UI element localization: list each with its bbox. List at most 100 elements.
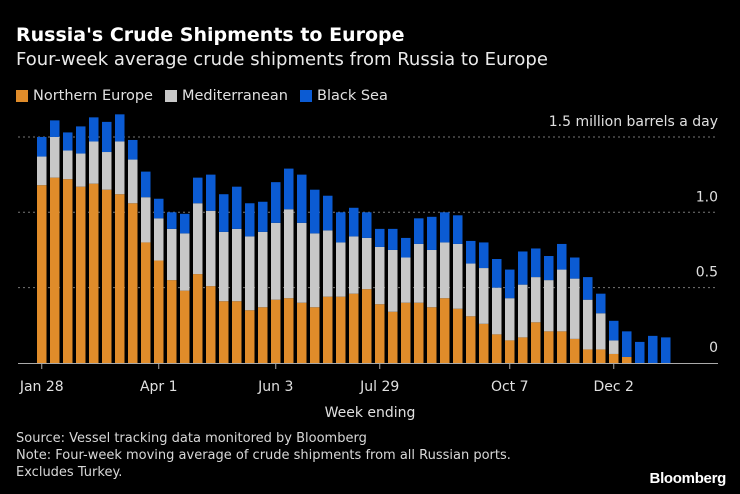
bar-segment-northern-europe: [544, 331, 554, 363]
bar-segment-black-sea: [50, 120, 60, 137]
x-tick-label: Jun 3: [257, 379, 293, 395]
bar-segment-northern-europe: [336, 296, 346, 363]
bar-segment-northern-europe: [479, 323, 489, 363]
bar-segment-northern-europe: [63, 179, 73, 363]
bar-segment-northern-europe: [440, 298, 450, 363]
bar-segment-mediterranean: [76, 153, 86, 187]
bar-segment-mediterranean: [440, 242, 450, 299]
bar-segment-northern-europe: [50, 177, 60, 363]
legend-label: Black Sea: [317, 88, 388, 104]
bar-segment-black-sea: [544, 256, 554, 281]
bar-segment-black-sea: [635, 341, 645, 363]
bar-segment-black-sea: [557, 243, 567, 270]
bar-segment-black-sea: [63, 132, 73, 151]
bar-segment-mediterranean: [323, 230, 333, 297]
bar-segment-northern-europe: [206, 286, 216, 363]
x-tick-label: Jan 28: [19, 379, 64, 395]
bar-segment-northern-europe: [245, 310, 255, 363]
bar-segment-northern-europe: [427, 307, 437, 363]
bar-segment-northern-europe: [102, 189, 112, 363]
bar-segment-black-sea: [271, 182, 281, 223]
bar-segment-mediterranean: [180, 233, 190, 291]
bar-segment-black-sea: [479, 242, 489, 269]
bar-segment-mediterranean: [375, 246, 385, 305]
bar-segment-northern-europe: [622, 356, 632, 363]
bar-segment-northern-europe: [323, 296, 333, 363]
bar-segment-black-sea: [414, 218, 424, 244]
bar-segment-black-sea: [492, 259, 502, 288]
bar-segment-mediterranean: [245, 236, 255, 311]
bar-segment-black-sea: [349, 207, 359, 237]
bar-segment-mediterranean: [128, 159, 138, 204]
bar-segment-black-sea: [466, 240, 476, 264]
legend-swatch: [164, 90, 177, 102]
bar-segment-northern-europe: [505, 340, 515, 363]
bar-segment-northern-europe: [375, 304, 385, 363]
x-tick-label: Apr 1: [140, 379, 178, 395]
bar-segment-northern-europe: [141, 242, 151, 363]
legend-item-northern-europe: Northern Europe: [16, 88, 153, 104]
bar-segment-northern-europe: [154, 260, 164, 363]
bar-segment-northern-europe: [258, 307, 268, 363]
bar-segment-black-sea: [297, 174, 307, 223]
footnotes: Source: Vessel tracking data monitored b…: [16, 430, 511, 481]
bar-segment-mediterranean: [167, 228, 177, 281]
bar-segment-black-sea: [76, 126, 86, 154]
bar-segment-mediterranean: [518, 284, 528, 338]
bar-segment-black-sea: [180, 213, 190, 234]
bar-segment-northern-europe: [492, 334, 502, 363]
bar-segment-mediterranean: [583, 299, 593, 350]
bar-segment-mediterranean: [505, 298, 515, 341]
bar-segment-northern-europe: [518, 337, 528, 363]
bar-segment-mediterranean: [349, 236, 359, 294]
bar-segment-northern-europe: [596, 349, 606, 363]
bar-segment-mediterranean: [258, 231, 268, 308]
bar-segment-northern-europe: [297, 302, 307, 363]
bar-segment-mediterranean: [63, 150, 73, 180]
bar-segment-mediterranean: [401, 257, 411, 303]
bar-segment-mediterranean: [492, 287, 502, 335]
bar-segment-northern-europe: [167, 280, 177, 363]
bar-segment-northern-europe: [219, 301, 229, 363]
bar-segment-northern-europe: [128, 203, 138, 363]
chart-title: Russia's Crude Shipments to Europe: [16, 24, 405, 46]
bar-segment-mediterranean: [388, 249, 398, 312]
bar-segment-mediterranean: [531, 277, 541, 323]
bar-segment-black-sea: [284, 168, 294, 210]
bar-segment-black-sea: [219, 194, 229, 232]
bar-segment-northern-europe: [401, 302, 411, 363]
bar-segment-mediterranean: [141, 197, 151, 243]
bar-segment-northern-europe: [609, 353, 619, 363]
bar-segment-black-sea: [583, 277, 593, 300]
bar-segment-mediterranean: [596, 313, 606, 350]
bar-segment-black-sea: [115, 114, 125, 142]
bar-segment-mediterranean: [466, 263, 476, 317]
bar-segment-mediterranean: [336, 242, 346, 297]
bar-segment-mediterranean: [297, 222, 307, 303]
chart-subtitle: Four-week average crude shipments from R…: [16, 49, 548, 70]
bar-segment-black-sea: [609, 320, 619, 341]
bar-segment-northern-europe: [232, 301, 242, 363]
bar-segment-mediterranean: [50, 136, 60, 178]
bar-segment-mediterranean: [544, 280, 554, 332]
y-tick-label: 0.5: [696, 265, 718, 281]
bar-segment-mediterranean: [414, 243, 424, 303]
bar-segment-black-sea: [323, 195, 333, 231]
bar-segment-black-sea: [167, 212, 177, 229]
bar-segment-black-sea: [89, 117, 99, 142]
bar-segment-northern-europe: [531, 322, 541, 363]
legend: Northern Europe Mediterranean Black Sea: [16, 88, 388, 104]
bar-segment-mediterranean: [362, 237, 372, 290]
bar-segment-mediterranean: [37, 156, 47, 186]
bar-segment-black-sea: [518, 251, 528, 285]
source-text: Source: Vessel tracking data monitored b…: [16, 431, 367, 446]
bar-segment-northern-europe: [570, 338, 580, 363]
bar-segment-northern-europe: [388, 311, 398, 363]
bar-segment-black-sea: [505, 269, 515, 299]
bar-segment-mediterranean: [271, 222, 281, 300]
bar-segment-mediterranean: [219, 231, 229, 302]
bar-segment-black-sea: [193, 177, 203, 204]
bar-segment-northern-europe: [76, 186, 86, 363]
bar-segment-black-sea: [427, 216, 437, 250]
